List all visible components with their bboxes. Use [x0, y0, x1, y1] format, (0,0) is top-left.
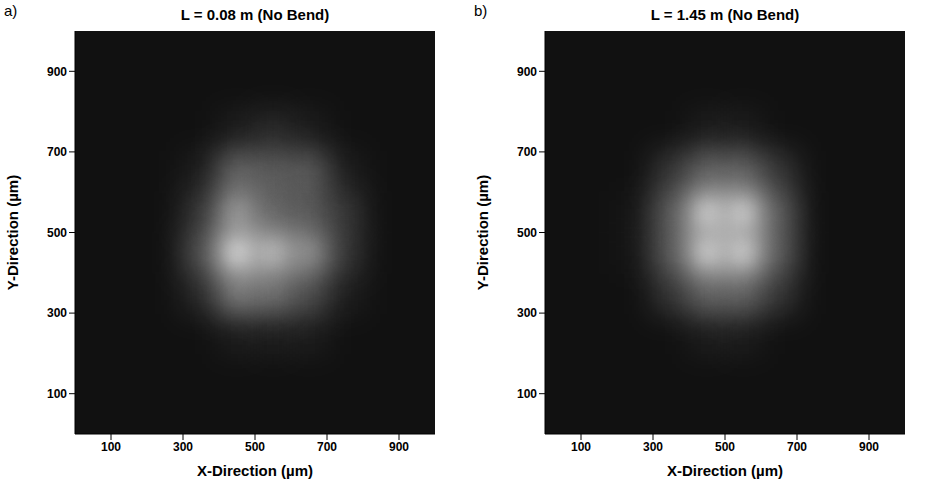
svg-text:900: 900: [517, 65, 537, 79]
svg-text:Y-Direction (µm): Y-Direction (µm): [4, 175, 21, 290]
svg-text:X-Direction (µm): X-Direction (µm): [667, 462, 783, 479]
svg-text:100: 100: [517, 387, 537, 401]
html-text:L = 0.08 m (No Bend): L = 0.08 m (No Bend): [180, 6, 330, 23]
svg-text:300: 300: [643, 440, 663, 454]
svg-text:100: 100: [571, 440, 591, 454]
svg-text:700: 700: [317, 440, 337, 454]
svg-text:X-Direction (µm): X-Direction (µm): [197, 462, 313, 479]
html-text:b): b): [474, 2, 488, 19]
svg-text:700: 700: [47, 145, 67, 159]
svg-text:900: 900: [47, 65, 67, 79]
svg-text:100: 100: [101, 440, 121, 454]
svg-text:500: 500: [715, 440, 735, 454]
html-text:L = 1.45 m (No Bend): L = 1.45 m (No Bend): [650, 6, 800, 23]
svg-text:700: 700: [787, 440, 807, 454]
svg-text:300: 300: [47, 306, 67, 320]
svg-text:900: 900: [389, 440, 409, 454]
html-text:a): a): [4, 2, 18, 19]
svg-text:900: 900: [859, 440, 879, 454]
svg-text:500: 500: [517, 226, 537, 240]
svg-text:500: 500: [245, 440, 265, 454]
svg-text:300: 300: [517, 306, 537, 320]
svg-text:500: 500: [47, 226, 67, 240]
svg-text:300: 300: [173, 440, 193, 454]
svg-text:100: 100: [47, 387, 67, 401]
svg-text:700: 700: [517, 145, 537, 159]
svg-text:Y-Direction (µm): Y-Direction (µm): [474, 175, 491, 290]
